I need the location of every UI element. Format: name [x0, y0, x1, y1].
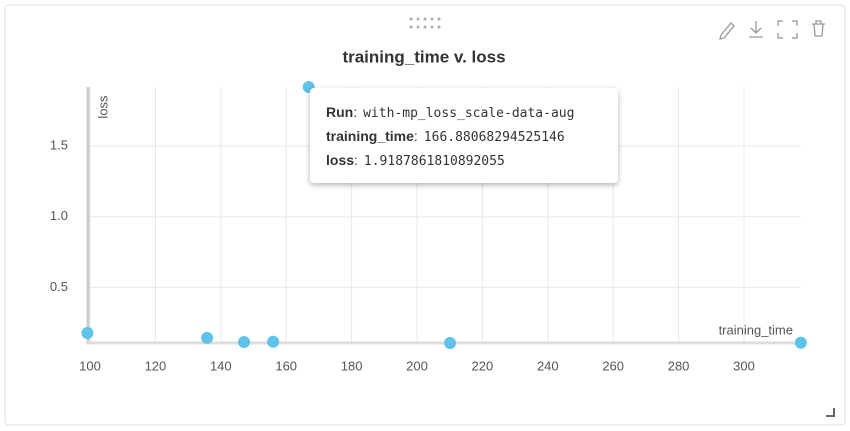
tooltip: Run with-mp_loss_scale-data-aug training_…	[310, 88, 618, 183]
point	[794, 336, 807, 349]
x-tick-label: 180	[341, 358, 363, 373]
y-tick-label: 1.0	[50, 208, 68, 223]
tooltip-row: loss 1.9187861810892055	[326, 148, 602, 172]
x-tick-label: 300	[733, 358, 755, 373]
resize-handle[interactable]	[826, 408, 835, 417]
tooltip-value: 166.88068294525146	[423, 130, 565, 145]
y-tick-label: 1.5	[50, 138, 68, 153]
tooltip-value: 1.9187861810892055	[363, 154, 505, 169]
x-tick-label: 220	[472, 358, 494, 373]
tooltip-key: training_time	[326, 128, 418, 144]
fullscreen-icon[interactable]	[777, 20, 798, 39]
x-tick-label: 240	[537, 358, 559, 373]
y-axis-label: loss	[95, 95, 110, 119]
x-axis-label: training_time	[719, 322, 793, 337]
x-tick-label: 200	[406, 358, 428, 373]
point	[81, 326, 94, 339]
point	[267, 335, 280, 348]
x-tick-label: 120	[145, 358, 167, 373]
tooltip-row: Run with-mp_loss_scale-data-aug	[326, 100, 602, 124]
download-icon[interactable]	[749, 21, 763, 38]
tooltip-value: with-mp_loss_scale-data-aug	[363, 106, 575, 121]
chart-title: training_time v. loss	[342, 47, 505, 66]
drag-handle[interactable]	[409, 17, 441, 29]
edit-icon[interactable]	[719, 22, 735, 40]
y-tick-label: 0.5	[50, 279, 68, 294]
x-tick-label: 140	[210, 358, 232, 373]
point	[238, 336, 251, 349]
tooltip-key: Run	[326, 104, 357, 120]
delete-icon[interactable]	[812, 20, 825, 37]
panel-border	[4, 4, 846, 426]
x-tick-label: 100	[79, 358, 101, 373]
x-tick-label: 280	[668, 358, 690, 373]
point	[201, 331, 214, 344]
tooltip-key: loss	[326, 152, 358, 168]
tooltip-row: training_time 166.88068294525146	[326, 124, 602, 148]
x-tick-label: 160	[275, 358, 297, 373]
point	[444, 337, 457, 349]
x-tick-label: 260	[602, 358, 624, 373]
